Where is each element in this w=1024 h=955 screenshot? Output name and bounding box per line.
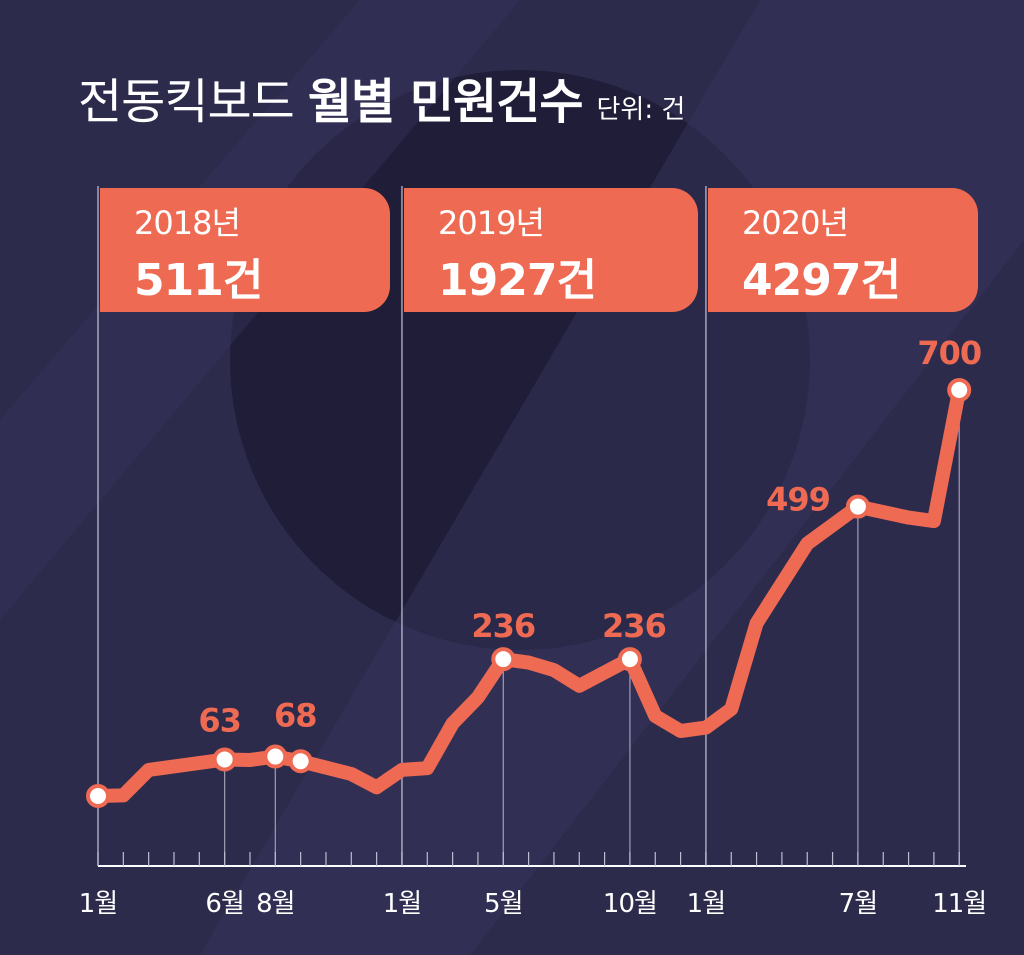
x-axis-minor-ticks [97, 852, 960, 866]
x-tick-label: 7월 [839, 889, 877, 919]
banner-year: 2020년 [742, 204, 849, 242]
point-marker [212, 747, 237, 772]
title-light: 전동킥보드 [78, 74, 295, 130]
data-label: 68 [274, 697, 317, 735]
x-tick-label: 10월 [603, 889, 657, 919]
point-marker [845, 494, 870, 519]
year-separator-lines [97, 186, 707, 866]
title-bold: 월별 민원건수 [307, 74, 584, 130]
banner-total: 1927건 [438, 255, 597, 306]
year-banner-2018: 2018년 511건 [100, 188, 390, 312]
banner-total: 511건 [134, 255, 263, 306]
data-label: 700 [917, 334, 981, 372]
point-markers [86, 378, 972, 808]
data-label: 499 [766, 481, 830, 519]
data-label: 236 [471, 607, 535, 645]
data-label: 236 [602, 607, 666, 645]
point-marker [263, 744, 288, 769]
data-labels: 63 68 236 236 499 700 [198, 334, 982, 739]
year-banner-2019: 2019년 1927건 [404, 188, 698, 312]
series-line [91, 383, 967, 803]
x-tick-label: 8월 [256, 889, 294, 919]
unit-label: 단위: 건 [596, 95, 686, 125]
banner-total: 4297건 [742, 255, 901, 306]
x-tick-label: 1월 [79, 889, 117, 919]
banner-year: 2019년 [438, 204, 545, 242]
data-label: 63 [198, 701, 241, 739]
point-marker [947, 378, 972, 402]
x-tick-label: 1월 [383, 889, 421, 919]
x-tick-labels: 1월 6월 8월 1월 5월 10월 1월 7월 11월 [79, 889, 987, 919]
x-tick-label: 6월 [205, 889, 243, 919]
drop-lines [224, 390, 960, 866]
point-marker [86, 784, 110, 808]
point-marker [288, 749, 313, 774]
point-marker [491, 647, 516, 672]
banner-year: 2018년 [134, 204, 241, 242]
chart-title: 전동킥보드 월별 민원건수 단위: 건 [78, 62, 685, 132]
point-marker [617, 647, 642, 672]
x-tick-label: 11월 [932, 889, 986, 919]
x-tick-label: 1월 [687, 889, 725, 919]
x-tick-label: 5월 [484, 889, 522, 919]
year-banner-2020: 2020년 4297건 [708, 188, 978, 312]
